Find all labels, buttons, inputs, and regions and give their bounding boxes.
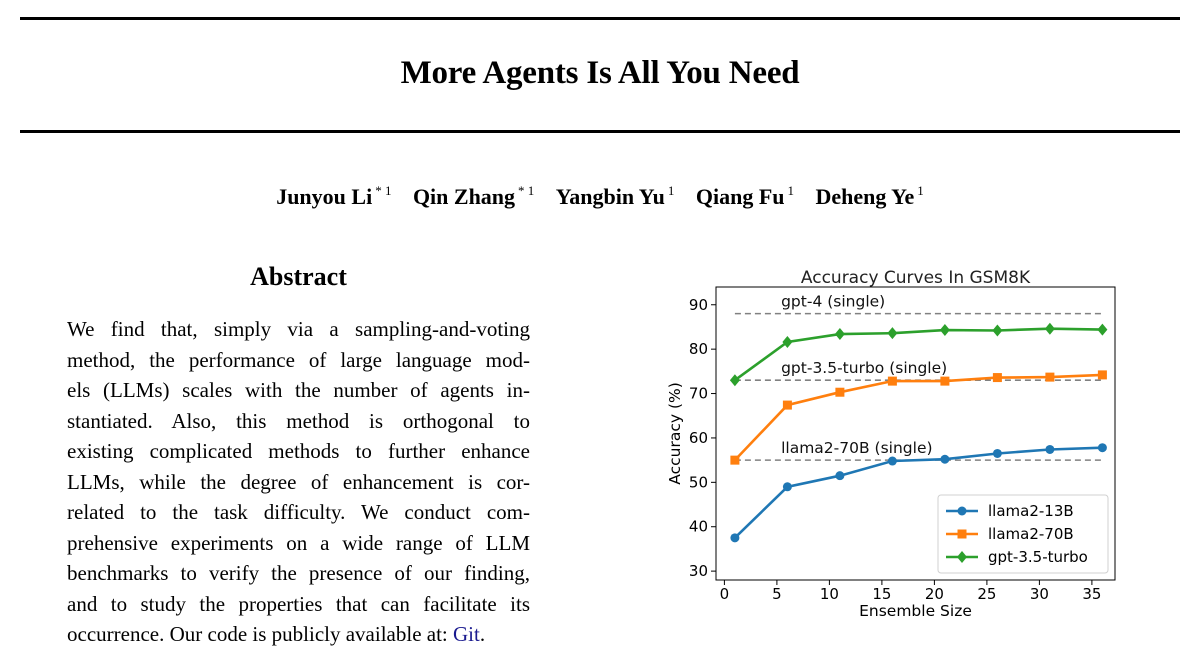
author-name: Deheng Ye: [815, 184, 915, 209]
author-name: Yangbin Yu: [555, 184, 665, 209]
series-line-llama2-70B: [733, 373, 1103, 461]
author-affiliation: 1: [917, 183, 924, 198]
data-point: [887, 456, 897, 466]
data-point: [887, 327, 898, 340]
abstract-line: benchmarks to verify the presence of our…: [67, 561, 530, 585]
reference-line-label: llama2-70B (single): [781, 439, 932, 457]
abstract-line: stantiated. Also, this method is orthogo…: [67, 408, 530, 433]
y-tick-label: 80: [689, 340, 708, 358]
author: Yangbin Yu 1: [555, 183, 675, 209]
legend-label: llama2-13B: [988, 502, 1074, 520]
author-affiliation: * 1: [518, 183, 535, 198]
y-tick-label: 40: [689, 518, 708, 536]
x-tick-label: 30: [1030, 585, 1049, 603]
author-affiliation: * 1: [375, 183, 392, 198]
chart-title: Accuracy Curves In GSM8K: [801, 268, 1031, 288]
y-tick-label: 90: [689, 296, 708, 314]
data-point: [887, 376, 897, 386]
paper-title: More Agents Is All You Need: [400, 55, 800, 91]
data-point: [940, 454, 950, 464]
data-point: [992, 373, 1002, 383]
x-tick-label: 10: [820, 585, 839, 603]
author: Deheng Ye 1: [815, 183, 924, 209]
abstract-line: prehensive experiments on a wide range o…: [67, 530, 530, 555]
data-point: [940, 376, 950, 386]
data-point: [730, 455, 740, 465]
y-tick-label: 60: [689, 429, 708, 447]
top-rule: [20, 17, 1180, 20]
legend-label: llama2-70B: [988, 525, 1074, 543]
accuracy-chart: Accuracy Curves In GSM8K gpt-4 (single) gp…: [666, 268, 1116, 620]
data-point: [835, 471, 845, 481]
author-affiliation: 1: [667, 183, 675, 198]
data-point: [834, 328, 845, 341]
abstract-body: We find that, simply via a sampling-and-…: [67, 314, 530, 650]
series-line-llama2-13B: [733, 446, 1103, 539]
author: Junyou Li * 1: [276, 183, 392, 209]
data-point: [730, 533, 740, 543]
author-name: Junyou Li: [276, 184, 373, 209]
abstract-heading: Abstract: [250, 262, 347, 291]
abstract-line: and to study the properties that can fac…: [67, 591, 530, 616]
series-line-gpt-3.5-turbo: [734, 327, 1103, 382]
data-point: [1044, 322, 1055, 335]
legend-marker: [957, 551, 967, 563]
author-list: Junyou Li * 1 Qin Zhang * 1 Yangbin Yu 1 Qi…: [0, 183, 1200, 210]
x-tick-label: 25: [977, 585, 996, 603]
author-affiliation: 1: [787, 183, 795, 198]
plot-frame: [715, 286, 1116, 581]
data-point: [1097, 370, 1107, 380]
abstract-line: LLMs, while the degree of enhancement is…: [67, 469, 530, 494]
y-tick-label: 50: [689, 473, 708, 491]
abstract-line: method, the performance of large languag…: [67, 347, 530, 372]
abstract-line: els (LLMs) scales with the number of age…: [67, 378, 530, 402]
author: Qiang Fu 1: [695, 183, 795, 209]
data-point: [729, 374, 740, 387]
data-point: [782, 482, 792, 492]
abstract-line: related to the task difficulty. We condu…: [67, 500, 530, 524]
data-point: [1045, 372, 1055, 382]
abstract-last-line-text: occurrence. Our code is publicly availab…: [67, 622, 453, 646]
legend-marker: [957, 506, 967, 516]
legend-box: [937, 494, 1109, 574]
data-point: [835, 387, 845, 397]
code-link[interactable]: Git: [453, 622, 480, 646]
data-point: [992, 324, 1003, 337]
abstract-line: occurrence. Our code is publicly availab…: [67, 619, 530, 650]
abstract-line: existing complicated methods to further …: [67, 439, 530, 463]
legend-label: gpt-3.5-turbo: [988, 548, 1088, 566]
abstract-line: We find that, simply via a sampling-and-…: [67, 317, 530, 341]
reference-line-label: gpt-4 (single): [781, 293, 885, 311]
author-name: Qiang Fu: [695, 184, 785, 209]
y-tick-label: 30: [689, 562, 708, 580]
author-name: Qin Zhang: [412, 184, 516, 209]
x-tick-label: 15: [872, 585, 891, 603]
y-tick-label: 70: [689, 385, 708, 403]
legend-marker: [957, 529, 967, 539]
x-tick-label: 0: [720, 585, 730, 603]
title-bottom-rule: [20, 130, 1180, 133]
data-point: [782, 400, 792, 410]
x-tick-label: 20: [925, 585, 944, 603]
x-tick-label: 35: [1082, 585, 1101, 603]
author: Qin Zhang * 1: [412, 183, 535, 209]
reference-line-label: gpt-3.5-turbo (single): [781, 359, 947, 377]
x-tick-label: 5: [772, 585, 782, 603]
data-point: [939, 324, 950, 337]
data-point: [1097, 443, 1107, 453]
data-point: [1045, 444, 1055, 454]
y-axis-label: Accuracy (%): [666, 382, 684, 485]
data-point: [1097, 323, 1108, 336]
data-point: [782, 336, 793, 349]
data-point: [992, 448, 1002, 458]
abstract-end-punctuation: .: [479, 622, 486, 646]
x-axis-label: Ensemble Size: [859, 602, 972, 620]
